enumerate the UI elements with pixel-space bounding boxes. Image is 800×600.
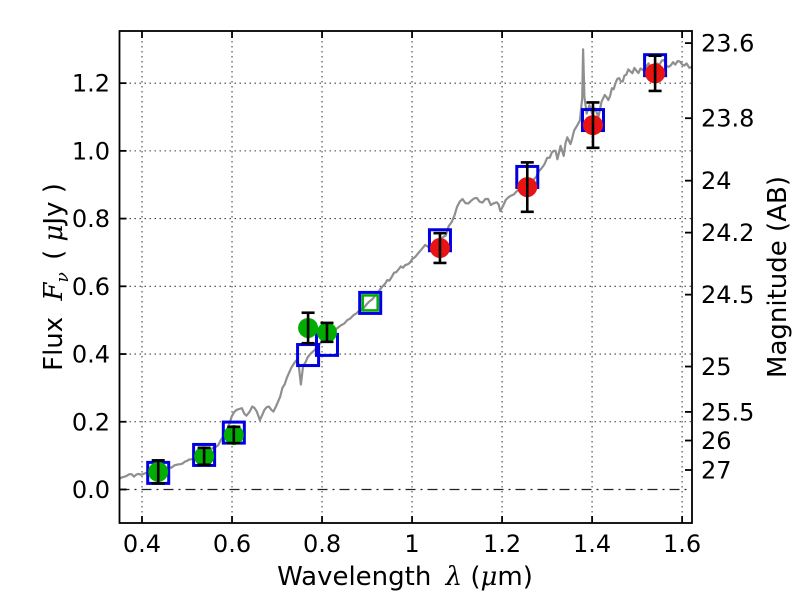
y-tick-label-mag: 24 xyxy=(701,167,732,195)
y-tick-label-mag: 25.5 xyxy=(701,398,754,426)
x-tick-label: 0.6 xyxy=(213,530,251,558)
tick-labels: 0.4 0.6 0.8 1 1.2 1.4 1.6 0.0 0.2 0.4 0.6 0.8 1.0 1.2… xyxy=(72,30,755,558)
y-tick-label-mag: 24.5 xyxy=(701,281,754,309)
y-tick-label-flux: 0.6 xyxy=(72,273,110,301)
y-tick-label-flux: 0.0 xyxy=(72,476,110,504)
error-bars xyxy=(151,54,662,485)
x-tick-label: 0.8 xyxy=(303,530,341,558)
y-tick-label-mag: 26 xyxy=(701,427,732,455)
axes-frame xyxy=(118,30,693,524)
model-photometry-square xyxy=(358,290,383,315)
x-tick-label: 1 xyxy=(404,530,419,558)
y-tick-label-mag: 27 xyxy=(701,456,732,484)
model-spectrum xyxy=(119,48,692,480)
y-tick-label-mag: 25 xyxy=(701,353,732,381)
y-axis-label-left: Flux Fν ( μJy ) xyxy=(39,183,73,371)
x-axis-label: Wavelength λ (μm) xyxy=(277,562,533,592)
observed-square-green xyxy=(361,294,379,312)
y-tick-label-mag: 23.6 xyxy=(701,30,754,58)
model-spectrum-line xyxy=(119,48,692,480)
y-tick-label-flux: 1.0 xyxy=(72,137,110,165)
y-tick-label-mag: 24.2 xyxy=(701,219,754,247)
y-tick-label-flux: 0.8 xyxy=(72,205,110,233)
x-tick-label: 0.4 xyxy=(123,530,161,558)
x-tick-label: 1.2 xyxy=(483,530,521,558)
y-tick-label-flux: 0.2 xyxy=(72,408,110,436)
y-tick-label-flux: 1.2 xyxy=(72,70,110,98)
observed-photometry xyxy=(148,63,666,482)
y-tick-label-flux: 0.4 xyxy=(72,341,110,369)
x-tick-label: 1.4 xyxy=(573,530,611,558)
x-tick-label: 1.6 xyxy=(663,530,701,558)
y-axis-label-right: Magnitude (AB) xyxy=(763,176,793,378)
axis-frame xyxy=(118,30,693,524)
y-tick-label-mag: 23.8 xyxy=(701,105,754,133)
